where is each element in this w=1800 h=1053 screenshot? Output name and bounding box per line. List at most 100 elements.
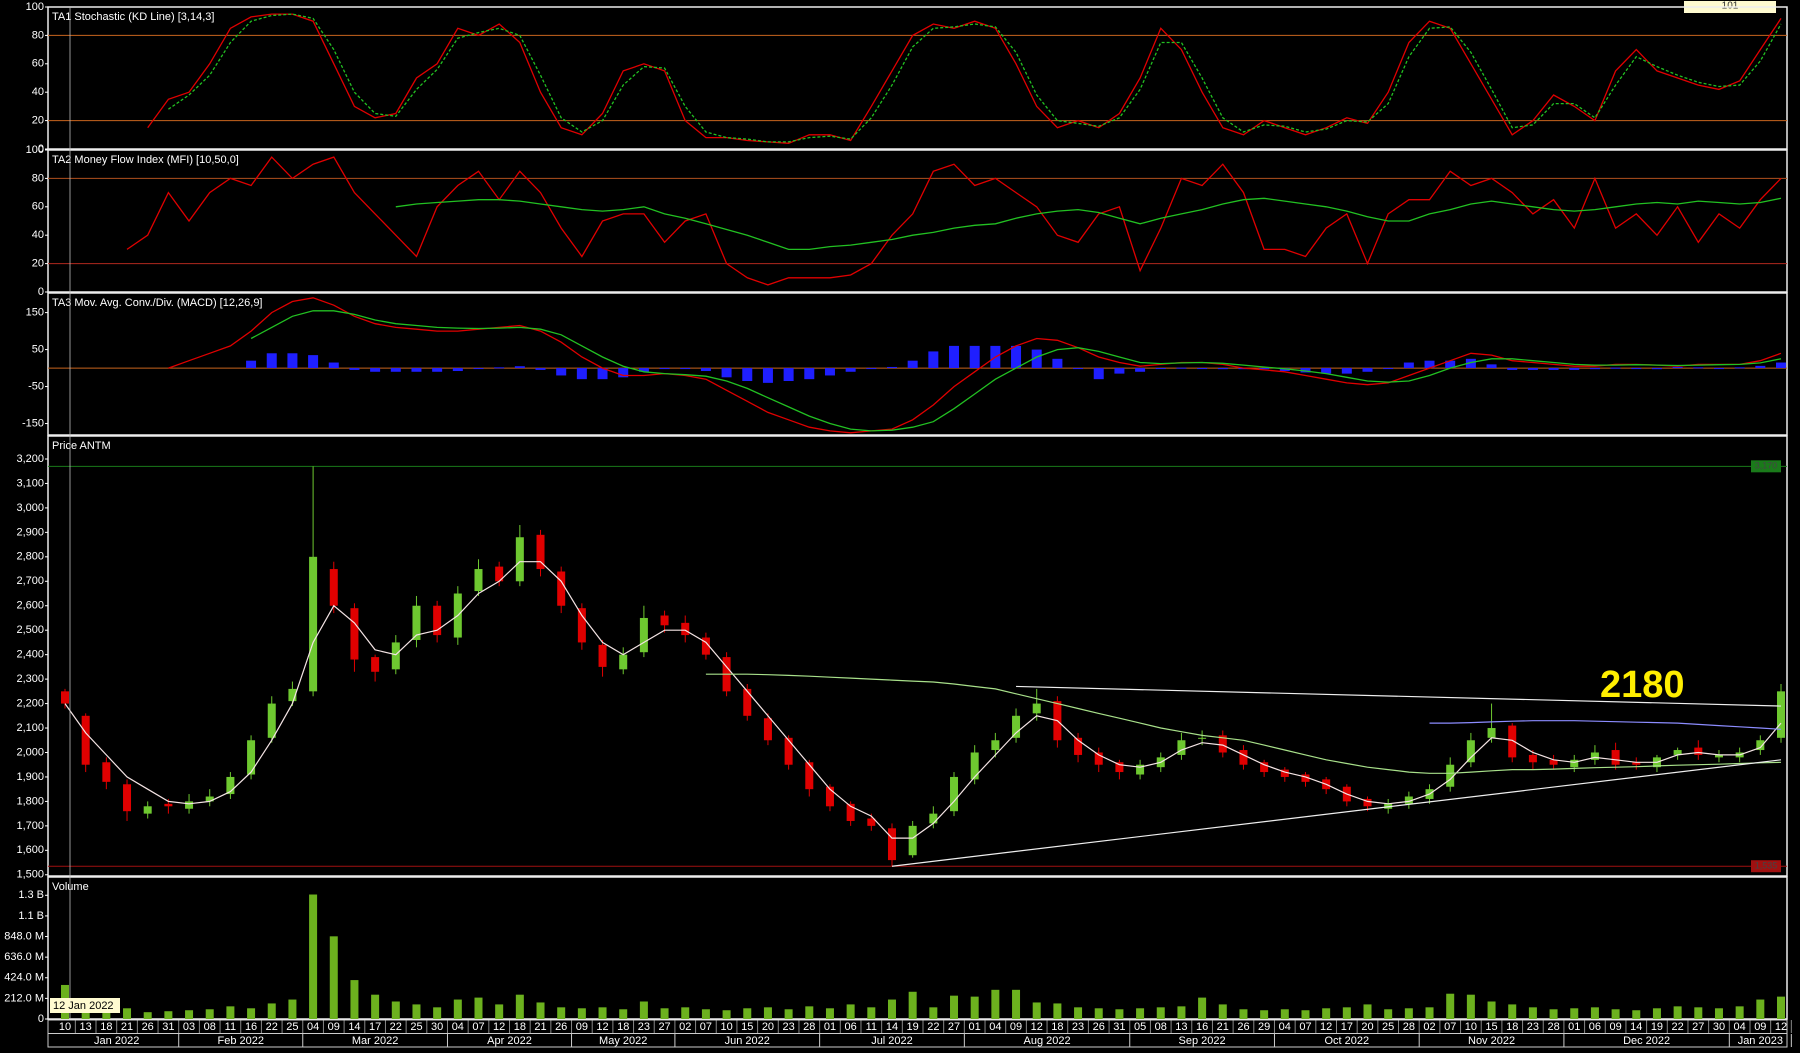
- volume-bar: [929, 1007, 938, 1019]
- histogram-bar: [804, 368, 815, 380]
- x-tick-label: 09: [1609, 1021, 1621, 1033]
- y-tick-label: 60: [32, 201, 44, 213]
- x-tick-label: 25: [1382, 1021, 1394, 1033]
- histogram-bar: [1300, 368, 1311, 373]
- candle-body: [1466, 740, 1475, 763]
- histogram-bar: [866, 368, 877, 370]
- candle-body: [908, 825, 917, 856]
- histogram-bar: [1734, 367, 1745, 369]
- candle-body: [164, 803, 173, 807]
- indicator-line: [395, 197, 1782, 251]
- candle-body: [474, 569, 483, 592]
- x-tick-label: 26: [1093, 1021, 1105, 1033]
- volume-bar: [1301, 1010, 1310, 1019]
- histogram-bar: [824, 368, 835, 376]
- candle-body: [1198, 737, 1207, 739]
- histogram-bar: [349, 368, 360, 370]
- x-tick-label: 19: [1651, 1021, 1663, 1033]
- x-tick-label: 12: [1775, 1021, 1787, 1033]
- histogram-bar: [473, 368, 484, 370]
- x-tick-label: 06: [845, 1021, 857, 1033]
- x-tick-label: 09: [328, 1021, 340, 1033]
- volume-bar: [1652, 1008, 1661, 1019]
- candle-body: [577, 608, 586, 643]
- histogram-bar: [597, 368, 608, 380]
- volume-bar: [143, 1012, 152, 1019]
- histogram-bar: [907, 360, 918, 369]
- candle-body: [1032, 703, 1041, 714]
- y-tick-label: 50: [32, 343, 44, 355]
- x-tick-label: 18: [100, 1021, 112, 1033]
- histogram-bar: [762, 368, 773, 383]
- y-tick-label: 2,000: [16, 746, 44, 758]
- volume-bar: [1198, 997, 1207, 1019]
- candle-body: [247, 740, 256, 775]
- volume-bar: [681, 1007, 690, 1019]
- histogram-bar: [742, 368, 753, 382]
- histogram-bar: [1755, 365, 1766, 369]
- volume-bar: [1508, 1004, 1517, 1019]
- y-tick-label: 0: [38, 286, 44, 298]
- x-tick-label: 12: [493, 1021, 505, 1033]
- x-tick-label: 27: [658, 1021, 670, 1033]
- candle-body: [1611, 750, 1620, 765]
- x-tick-label: 03: [183, 1021, 195, 1033]
- histogram-bar: [1486, 364, 1497, 369]
- volume-bar: [1115, 1009, 1124, 1019]
- y-tick-label: 80: [32, 29, 44, 41]
- volume-bar: [1673, 1006, 1682, 1019]
- candle-body: [226, 776, 235, 795]
- x-tick-label: 04: [307, 1021, 319, 1033]
- y-tick-label: 150: [26, 307, 44, 319]
- volume-bar: [784, 1009, 793, 1019]
- x-tick-label: 09: [1010, 1021, 1022, 1033]
- histogram-bar: [969, 345, 980, 369]
- histogram-bar: [1383, 368, 1394, 370]
- month-label: Feb 2022: [217, 1035, 263, 1047]
- volume-bar: [846, 1004, 855, 1019]
- volume-bar: [205, 1009, 214, 1019]
- volume-bar: [887, 999, 896, 1019]
- histogram-bar: [659, 368, 670, 370]
- y-tick-label: 848.0 M: [4, 930, 44, 942]
- x-tick-label: 31: [162, 1021, 174, 1033]
- volume-bar: [495, 1004, 504, 1019]
- volume-bar: [226, 1006, 235, 1019]
- x-tick-label: 08: [1155, 1021, 1167, 1033]
- volume-bar: [288, 999, 297, 1019]
- histogram-bar: [1011, 345, 1022, 369]
- x-tick-label: 17: [369, 1021, 381, 1033]
- histogram-bar: [700, 368, 711, 372]
- histogram-bar: [680, 368, 691, 370]
- x-tick-label: 27: [1692, 1021, 1704, 1033]
- candle-body: [1508, 725, 1517, 758]
- x-tick-label: 15: [1485, 1021, 1497, 1033]
- volume-bar: [908, 991, 917, 1019]
- candle-body: [309, 556, 318, 692]
- candle-body: [143, 806, 152, 814]
- candle-body: [619, 654, 628, 670]
- candle-body: [1239, 750, 1248, 765]
- month-label: Jun 2022: [725, 1035, 770, 1047]
- volume-bar: [660, 1008, 669, 1019]
- candle-body: [329, 569, 338, 606]
- x-tick-label: 22: [927, 1021, 939, 1033]
- candle-body: [1280, 769, 1289, 777]
- histogram-bar: [1507, 368, 1518, 370]
- candle-body: [371, 657, 380, 672]
- x-tick-label: 20: [1361, 1021, 1373, 1033]
- volume-bar: [164, 1011, 173, 1019]
- histogram-bar: [1031, 349, 1042, 369]
- volume-bar: [701, 1009, 710, 1019]
- y-tick-label: 2,900: [16, 526, 44, 538]
- month-label: Apr 2022: [487, 1035, 532, 1047]
- x-tick-label: 11: [225, 1021, 236, 1033]
- y-tick-label: 2,800: [16, 551, 44, 563]
- candle-body: [495, 566, 504, 582]
- candle-body: [1094, 752, 1103, 765]
- candle-body: [288, 688, 297, 702]
- x-tick-label: 23: [638, 1021, 650, 1033]
- candle-body: [1446, 764, 1455, 787]
- candle-body: [805, 762, 814, 790]
